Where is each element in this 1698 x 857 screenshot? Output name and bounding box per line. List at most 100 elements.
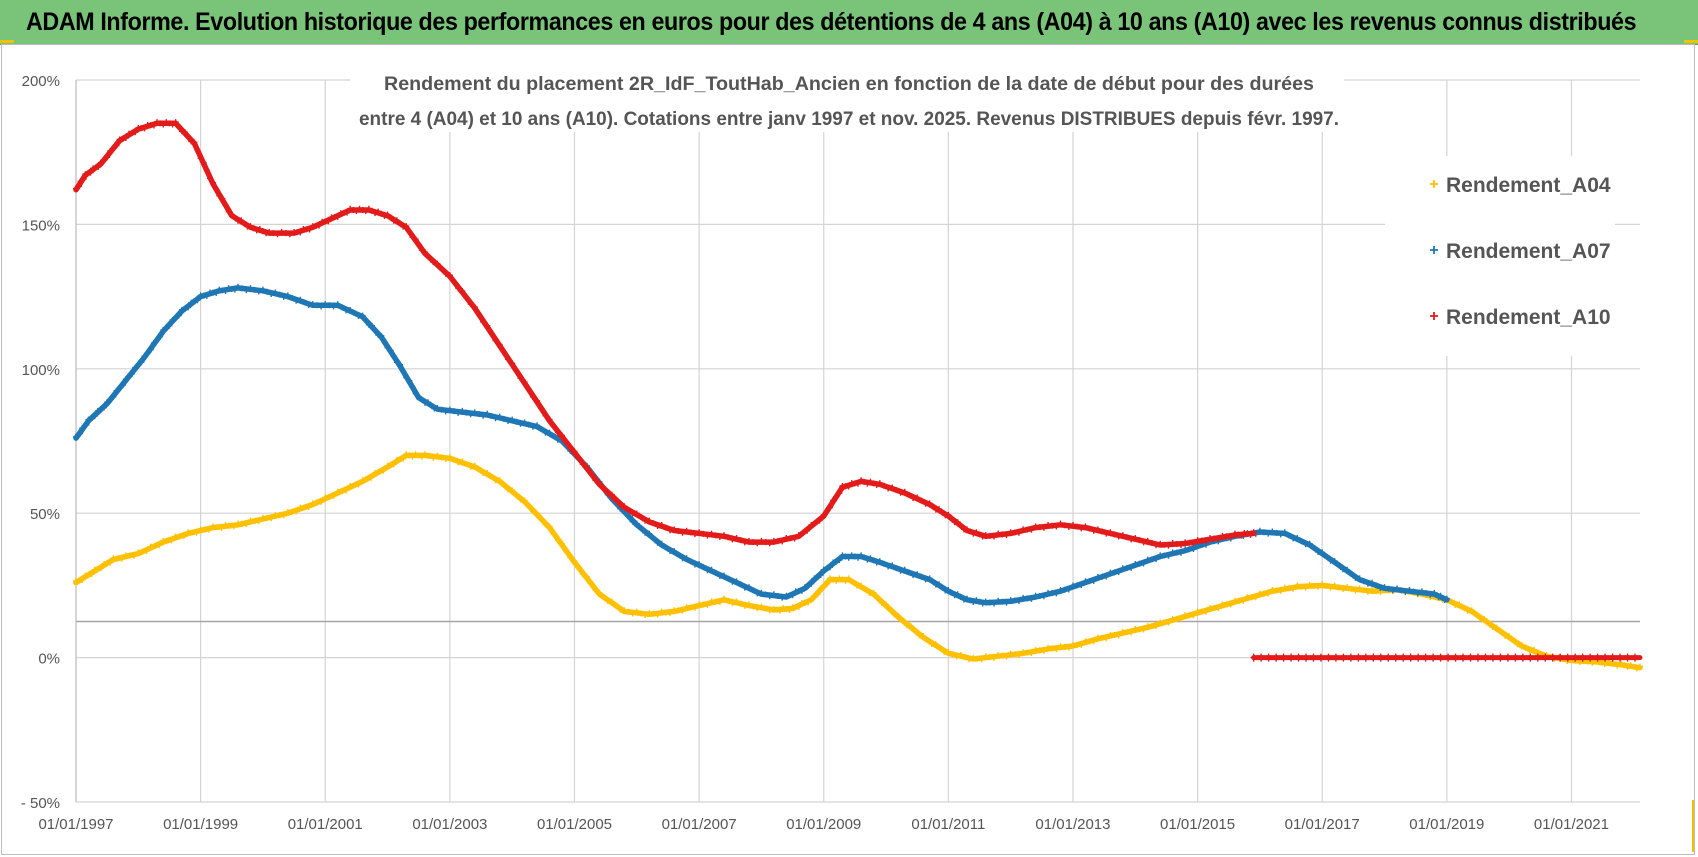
series-marker (999, 652, 1006, 659)
series-marker (914, 571, 921, 578)
series-marker (563, 438, 570, 445)
series-marker (961, 654, 968, 661)
series-marker (351, 309, 358, 316)
series-marker (867, 555, 874, 562)
series-marker (344, 209, 351, 216)
series-marker (729, 536, 736, 543)
series-marker (1069, 521, 1076, 528)
series-marker (1074, 523, 1081, 530)
series-marker (1579, 653, 1586, 662)
series-marker (467, 411, 474, 418)
series-marker (247, 285, 254, 292)
series-marker (463, 461, 470, 468)
series-marker (861, 554, 868, 561)
series-marker (1250, 529, 1257, 536)
series-marker (286, 231, 293, 238)
series-marker (88, 571, 95, 578)
legend-marker-rendement-a10 (1430, 312, 1438, 320)
series-marker (542, 412, 549, 419)
series-marker (999, 531, 1006, 538)
series-marker (1177, 615, 1184, 622)
x-tick-label: 01/01/1997 (38, 816, 113, 833)
series-marker (438, 265, 445, 272)
series-marker (197, 155, 204, 162)
series-marker (306, 226, 313, 233)
series-marker (1392, 653, 1399, 662)
series-marker (1065, 523, 1072, 530)
series-marker (409, 453, 416, 460)
series-marker (301, 299, 308, 306)
series-marker (554, 429, 561, 436)
series-marker (762, 591, 769, 598)
series-marker (1140, 626, 1147, 633)
series-marker (359, 477, 366, 484)
series-marker (253, 227, 260, 234)
x-tick-label: 01/01/1999 (163, 816, 238, 833)
series-marker (826, 504, 833, 511)
series-marker (936, 506, 943, 513)
series-marker (122, 376, 129, 383)
series-marker (820, 511, 827, 518)
series-marker (309, 301, 316, 308)
series-marker (1617, 653, 1624, 662)
series-marker (951, 592, 958, 599)
series-marker (525, 386, 532, 393)
series-marker (1323, 582, 1330, 589)
series-marker (1633, 665, 1640, 672)
series-marker (243, 287, 250, 294)
series-marker (982, 653, 989, 660)
series-marker (1288, 653, 1295, 662)
series-marker (550, 423, 557, 430)
series-marker (415, 241, 422, 248)
series-marker (870, 557, 877, 564)
series-marker (725, 597, 732, 604)
series-marker (101, 156, 108, 163)
series-marker (471, 462, 478, 469)
series-marker (166, 120, 173, 127)
series-marker (94, 407, 101, 414)
series-marker (384, 344, 391, 351)
series-marker (239, 285, 246, 292)
series-marker (646, 517, 653, 524)
series-marker (1493, 624, 1500, 631)
series-marker (1605, 659, 1612, 666)
series-marker (737, 581, 744, 588)
series-marker (434, 405, 441, 412)
series-marker (1294, 582, 1301, 589)
series-marker (222, 521, 229, 528)
series-marker (334, 301, 341, 308)
series-marker (451, 456, 458, 463)
series-marker (289, 295, 296, 302)
series-marker (1489, 653, 1496, 662)
series-marker (1460, 653, 1467, 662)
series-marker (1115, 569, 1122, 576)
series-marker (811, 593, 818, 600)
series-marker (85, 416, 92, 423)
series-marker (770, 605, 777, 612)
series-marker (1356, 585, 1363, 592)
series-marker (887, 606, 894, 613)
series-marker (1103, 530, 1110, 537)
series-marker (1132, 534, 1139, 541)
series-marker (592, 477, 599, 484)
series-marker (1456, 601, 1463, 608)
series-marker (297, 229, 304, 236)
series-marker (116, 385, 123, 392)
series-marker (1393, 585, 1400, 592)
series-marker (633, 608, 640, 615)
series-marker (1103, 635, 1110, 642)
series-marker (222, 202, 229, 209)
series-marker (415, 452, 422, 459)
series-marker (948, 589, 955, 596)
series-marker (513, 491, 520, 498)
series-marker (230, 523, 237, 530)
series-marker (122, 134, 129, 141)
series-marker (471, 409, 478, 416)
series-marker (1406, 586, 1413, 593)
series-marker (779, 538, 786, 545)
series-marker (1231, 530, 1238, 537)
series-marker (118, 555, 125, 562)
series-marker (786, 606, 793, 613)
series-marker (475, 311, 482, 318)
series-marker (213, 289, 220, 296)
